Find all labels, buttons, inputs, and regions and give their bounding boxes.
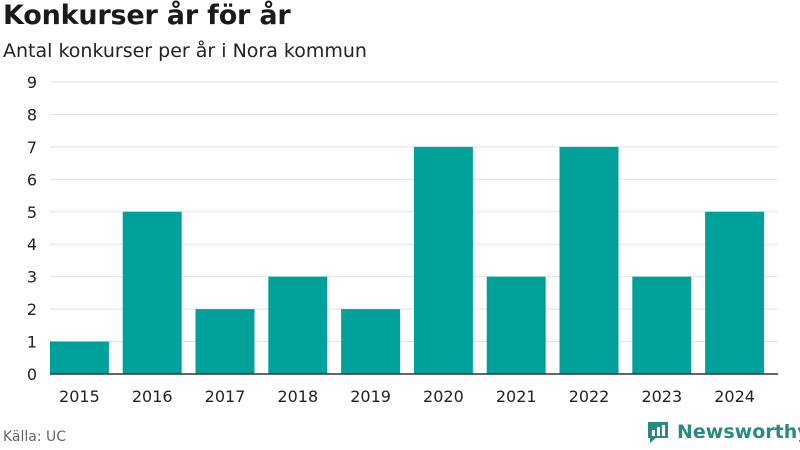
y-tick-label: 7: [27, 138, 37, 157]
bar-2021: [486, 276, 546, 374]
x-tick-label: 2017: [205, 387, 246, 406]
y-tick-label: 6: [27, 170, 37, 189]
source-note: Källa: UC: [3, 429, 67, 445]
x-tick-label: 2019: [350, 387, 391, 406]
x-tick-label: 2022: [569, 387, 610, 406]
y-tick-label: 9: [27, 73, 37, 92]
y-tick-label: 1: [27, 333, 37, 352]
x-tick-label: 2020: [423, 387, 464, 406]
x-tick-label: 2018: [277, 387, 318, 406]
bar-2023: [632, 276, 692, 374]
y-tick-label: 0: [27, 365, 37, 384]
y-tick-label: 5: [27, 203, 37, 222]
bar-2020: [413, 146, 473, 374]
x-tick-label: 2021: [496, 387, 537, 406]
bar-2024: [705, 211, 765, 374]
newsworthy-logo: Newsworthy: [645, 419, 800, 445]
bar-2022: [559, 146, 619, 374]
y-tick-label: 8: [27, 105, 37, 124]
bar-2017: [195, 309, 255, 374]
bar-2019: [341, 309, 401, 374]
y-tick-label: 4: [27, 235, 37, 254]
chart-title: Konkurser år för år: [3, 0, 291, 31]
y-tick-label: 3: [27, 268, 37, 287]
x-tick-label: 2023: [641, 387, 682, 406]
x-tick-label: 2024: [714, 387, 755, 406]
brand-name: Newsworthy: [677, 421, 800, 443]
x-tick-label: 2015: [59, 387, 100, 406]
chart-subtitle: Antal konkurser per år i Nora kommun: [3, 40, 367, 62]
x-tick-label: 2016: [132, 387, 173, 406]
bar-2015: [49, 341, 109, 374]
y-tick-label: 2: [27, 300, 37, 319]
bar-2016: [122, 211, 182, 374]
bar-2018: [268, 276, 328, 374]
newsworthy-logo-icon: [648, 422, 668, 443]
